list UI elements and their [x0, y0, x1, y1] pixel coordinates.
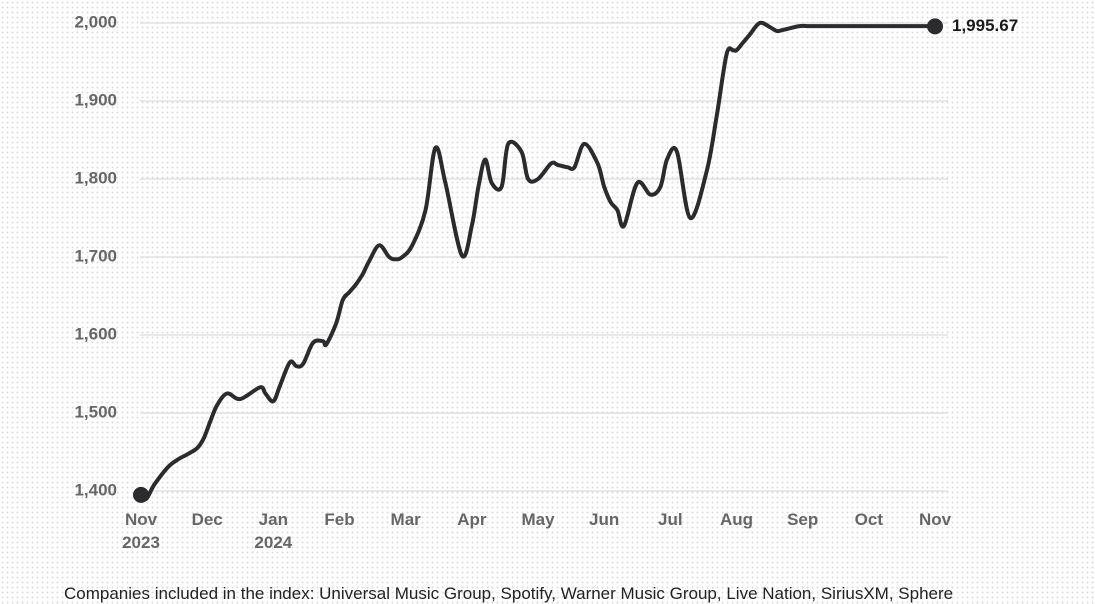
x-tick-label: Oct — [855, 510, 884, 529]
x-tick-label: Nov — [125, 510, 158, 529]
x-tick-label: May — [521, 510, 555, 529]
x-tick-label: Jan — [259, 510, 288, 529]
x-tick-label: Sep — [787, 510, 818, 529]
start-point-marker — [133, 486, 149, 503]
y-tick-label: 1,400 — [74, 480, 117, 499]
x-tick-label: Dec — [192, 510, 223, 529]
x-tick-label: Nov — [919, 510, 952, 529]
x-axis-ticks: Nov 2023 Dec Jan 2024 Feb Mar Apr May Jun Jul Aug Se… — [122, 510, 952, 552]
y-tick-label: 1,800 — [74, 168, 117, 187]
index-line — [139, 20, 937, 502]
y-tick-label: 1,600 — [74, 324, 117, 343]
x-tick-label: Jun — [589, 510, 619, 529]
x-tick-label: Feb — [324, 510, 354, 529]
end-point-marker — [927, 18, 943, 35]
x-tick-label: Mar — [391, 510, 422, 529]
x-tick-year-label: 2023 — [122, 533, 160, 552]
gridlines — [140, 22, 948, 492]
x-tick-year-label: 2024 — [254, 533, 292, 552]
y-tick-label: 1,700 — [74, 246, 117, 265]
x-tick-label: Jul — [658, 510, 683, 529]
y-tick-label: 1,500 — [74, 402, 117, 421]
y-tick-label: 2,000 — [74, 12, 117, 31]
footnote: Companies included in the index: Univers… — [64, 584, 954, 603]
end-value-label: 1,995.67 — [952, 16, 1018, 35]
y-axis-ticks: 1,400 1,500 1,600 1,700 1,800 1,900 2,000 — [74, 12, 117, 499]
x-tick-label: Apr — [457, 510, 487, 529]
x-tick-label: Aug — [720, 510, 753, 529]
y-tick-label: 1,900 — [74, 90, 117, 109]
